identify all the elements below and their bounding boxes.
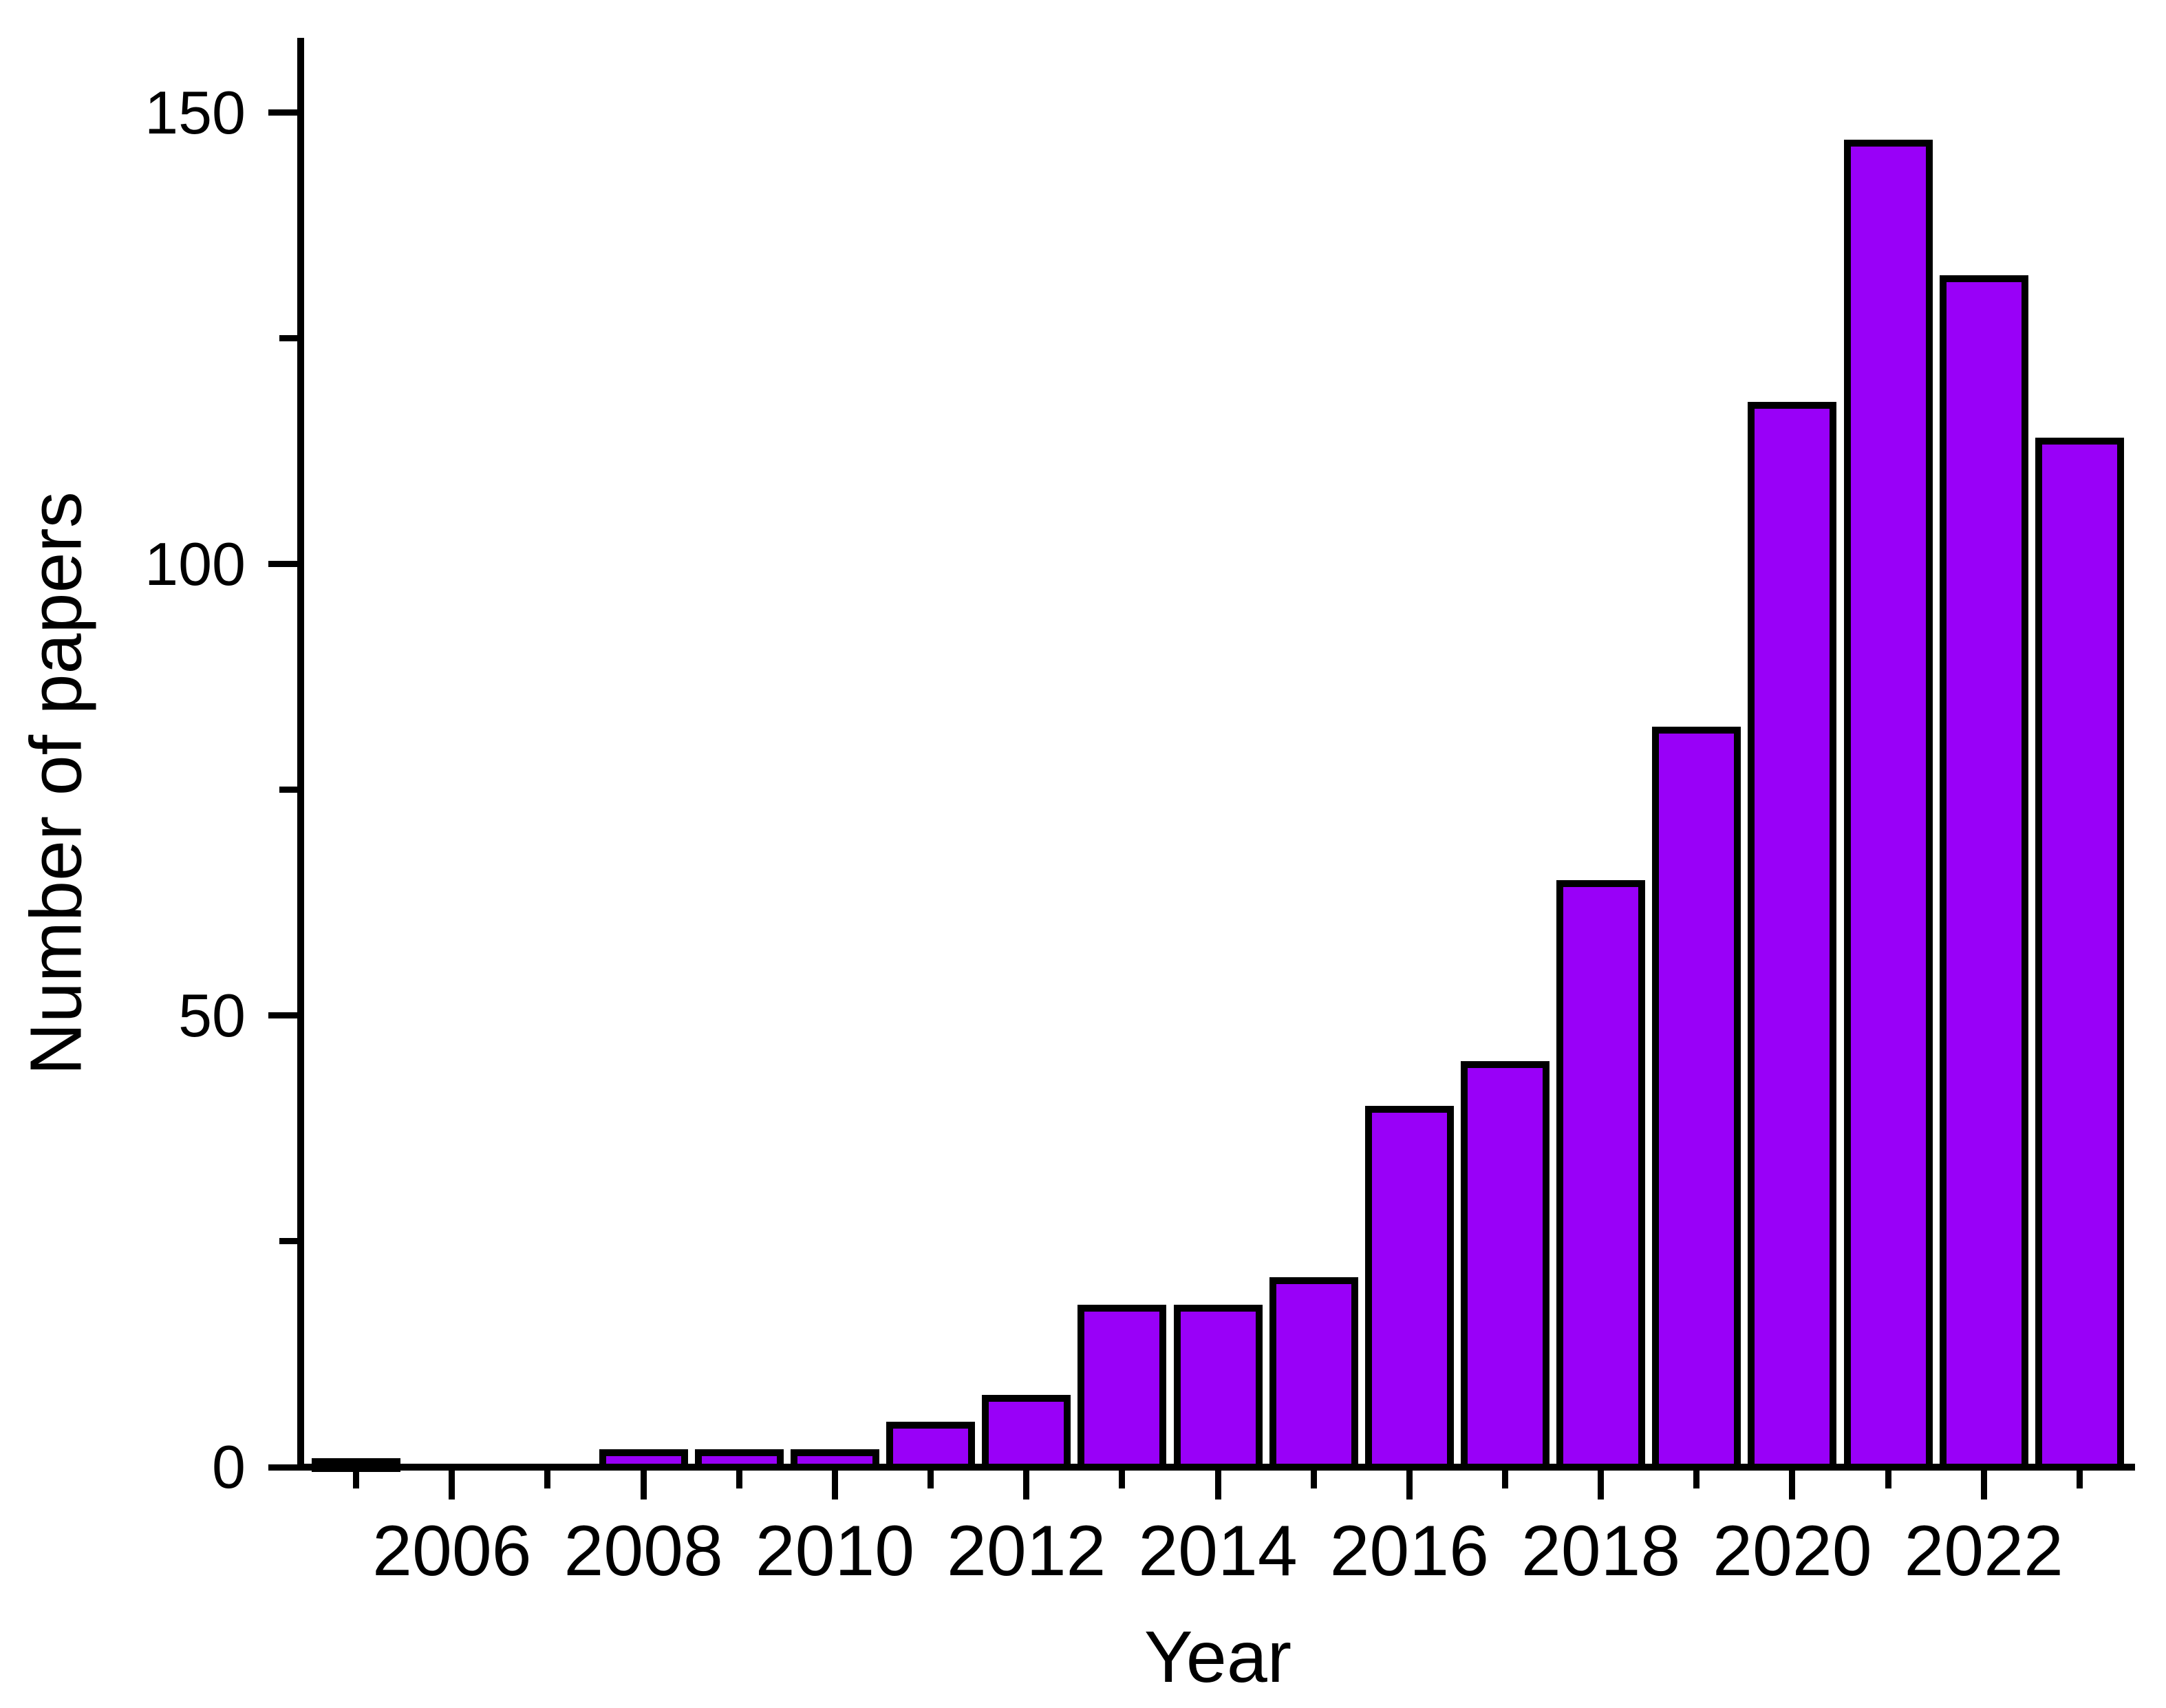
y-tick-label: 0 — [212, 1433, 246, 1501]
x-minor-tick — [927, 1471, 934, 1488]
y-tick-label: 50 — [178, 981, 246, 1049]
y-tick-label: 150 — [144, 78, 246, 147]
y-tick-label: 100 — [144, 529, 246, 598]
x-major-tick — [1789, 1471, 1796, 1499]
x-major-tick — [1214, 1471, 1221, 1499]
x-minor-tick — [1693, 1471, 1700, 1488]
bar-2013 — [1077, 1304, 1167, 1471]
y-minor-tick — [279, 335, 297, 342]
x-minor-tick — [2076, 1471, 2083, 1488]
bar-2012 — [982, 1395, 1071, 1471]
y-major-tick — [268, 1464, 297, 1471]
bar-2011 — [886, 1422, 976, 1471]
bar-2016 — [1364, 1106, 1454, 1471]
bar-2021 — [1843, 140, 1933, 1471]
x-tick-label: 2006 — [372, 1511, 532, 1591]
x-major-tick — [640, 1471, 647, 1499]
y-axis-line — [297, 38, 304, 1471]
x-minor-tick — [736, 1471, 742, 1488]
x-minor-tick — [353, 1471, 360, 1488]
bar-2018 — [1556, 880, 1646, 1471]
x-major-tick — [1598, 1471, 1605, 1499]
y-axis-title: Number of papers — [15, 491, 97, 1076]
x-tick-label: 2012 — [947, 1511, 1106, 1591]
x-minor-tick — [1119, 1471, 1126, 1488]
x-major-tick — [1023, 1471, 1030, 1499]
bar-2020 — [1748, 401, 1837, 1471]
x-minor-tick — [1310, 1471, 1317, 1488]
x-axis-line — [297, 1464, 2135, 1471]
x-major-tick — [449, 1471, 455, 1499]
bar-2015 — [1269, 1277, 1358, 1471]
x-minor-tick — [1501, 1471, 1508, 1488]
x-major-tick — [1406, 1471, 1413, 1499]
x-tick-label: 2010 — [755, 1511, 915, 1591]
y-major-tick — [268, 1012, 297, 1019]
x-major-tick — [831, 1471, 838, 1499]
x-major-tick — [1980, 1471, 1987, 1499]
x-tick-label: 2022 — [1904, 1511, 2063, 1591]
x-minor-tick — [544, 1471, 551, 1488]
bar-2019 — [1652, 727, 1741, 1471]
x-tick-label: 2018 — [1521, 1511, 1681, 1591]
bar-2022 — [1939, 275, 2028, 1471]
x-axis-title: Year — [1144, 1616, 1292, 1698]
bar-2014 — [1173, 1304, 1263, 1471]
x-tick-label: 2014 — [1138, 1511, 1298, 1591]
y-minor-tick — [279, 787, 297, 793]
bar-2023 — [2035, 438, 2124, 1471]
x-tick-label: 2020 — [1713, 1511, 1872, 1591]
y-minor-tick — [279, 1238, 297, 1245]
x-tick-label: 2008 — [564, 1511, 723, 1591]
x-tick-label: 2016 — [1329, 1511, 1489, 1591]
y-major-tick — [268, 561, 297, 568]
x-minor-tick — [1885, 1471, 1891, 1488]
y-major-tick — [268, 109, 297, 116]
bar-2017 — [1460, 1060, 1550, 1471]
